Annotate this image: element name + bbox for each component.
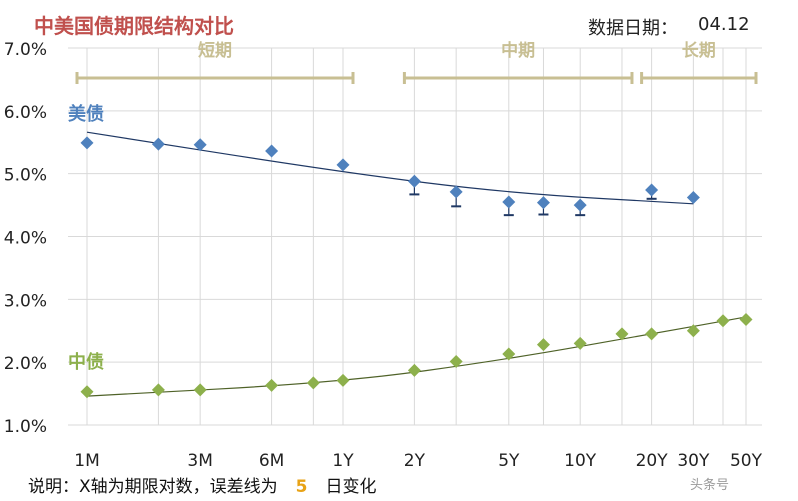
data-point <box>265 378 279 392</box>
data-point <box>573 198 587 212</box>
data-point <box>536 196 550 210</box>
date-value: 04.12 <box>698 14 750 35</box>
y-tick-label: 2.0% <box>4 354 47 374</box>
data-point <box>265 144 279 158</box>
x-tick-label: 6M <box>259 451 284 471</box>
data-point <box>449 355 463 369</box>
data-point <box>193 138 207 152</box>
series-us <box>80 131 700 217</box>
data-point <box>686 324 700 338</box>
series-cn <box>80 312 753 399</box>
data-point <box>502 347 516 361</box>
gridlines <box>68 47 762 426</box>
data-point <box>80 385 94 399</box>
date-label: 数据日期： <box>588 18 678 39</box>
chart-title: 中美国债期限结构对比 <box>34 14 234 38</box>
range-label: 中期 <box>501 40 535 61</box>
data-point <box>193 383 207 397</box>
data-point <box>306 376 320 390</box>
data-point <box>686 191 700 205</box>
x-axis: 1M 3M 6M 1Y 2Y 5Y 10Y 20Y 30Y 50Y <box>74 451 762 471</box>
x-tick-label: 20Y <box>636 451 669 471</box>
data-point <box>716 314 730 328</box>
y-tick-label: 1.0% <box>4 417 47 437</box>
range-bracket: 长期 <box>640 40 758 84</box>
data-point <box>151 383 165 397</box>
y-tick-label: 4.0% <box>4 229 47 249</box>
data-point <box>80 136 94 150</box>
x-tick-label: 3M <box>187 451 212 471</box>
data-point <box>645 183 659 197</box>
x-tick-label: 2Y <box>404 451 426 471</box>
data-point <box>645 327 659 341</box>
footnote-prefix: 说明：X轴为期限对数，误差线为 <box>28 477 278 497</box>
data-point <box>449 185 463 199</box>
series-label: 中债 <box>68 351 104 373</box>
data-point <box>536 338 550 352</box>
data-point <box>502 195 516 209</box>
series-layer <box>80 131 753 399</box>
range-label: 短期 <box>198 40 232 61</box>
x-tick-label: 1M <box>74 451 99 471</box>
y-axis: 1.0% 2.0% 3.0% 4.0% 5.0% 6.0% 7.0% <box>4 40 47 437</box>
x-tick-label: 30Y <box>677 451 710 471</box>
y-tick-label: 7.0% <box>4 40 47 60</box>
range-bracket: 中期 <box>402 40 634 84</box>
data-point <box>407 174 421 188</box>
x-tick-label: 5Y <box>498 451 520 471</box>
footnote-suffix: 日变化 <box>325 477 377 497</box>
trend-line <box>86 131 694 205</box>
data-point <box>739 312 753 326</box>
data-point <box>573 336 587 350</box>
y-tick-label: 5.0% <box>4 166 47 186</box>
x-tick-label: 10Y <box>564 451 597 471</box>
x-tick-label: 1Y <box>332 451 354 471</box>
trend-line <box>86 316 747 397</box>
data-point <box>336 373 350 387</box>
range-brackets: 短期 中期 长期 <box>75 40 758 84</box>
data-point <box>407 363 421 377</box>
y-tick-label: 6.0% <box>4 103 47 123</box>
y-tick-label: 3.0% <box>4 291 47 311</box>
watermark: 头条号 <box>690 477 729 493</box>
data-point <box>336 158 350 172</box>
range-label: 长期 <box>682 40 716 61</box>
range-bracket: 短期 <box>75 40 355 84</box>
data-point <box>151 137 165 151</box>
x-tick-label: 50Y <box>730 451 763 471</box>
data-point <box>615 327 629 341</box>
footnote: 说明：X轴为期限对数，误差线为 5 日变化 <box>28 472 377 497</box>
series-label: 美债 <box>68 103 104 125</box>
footnote-days: 5 <box>295 477 308 497</box>
